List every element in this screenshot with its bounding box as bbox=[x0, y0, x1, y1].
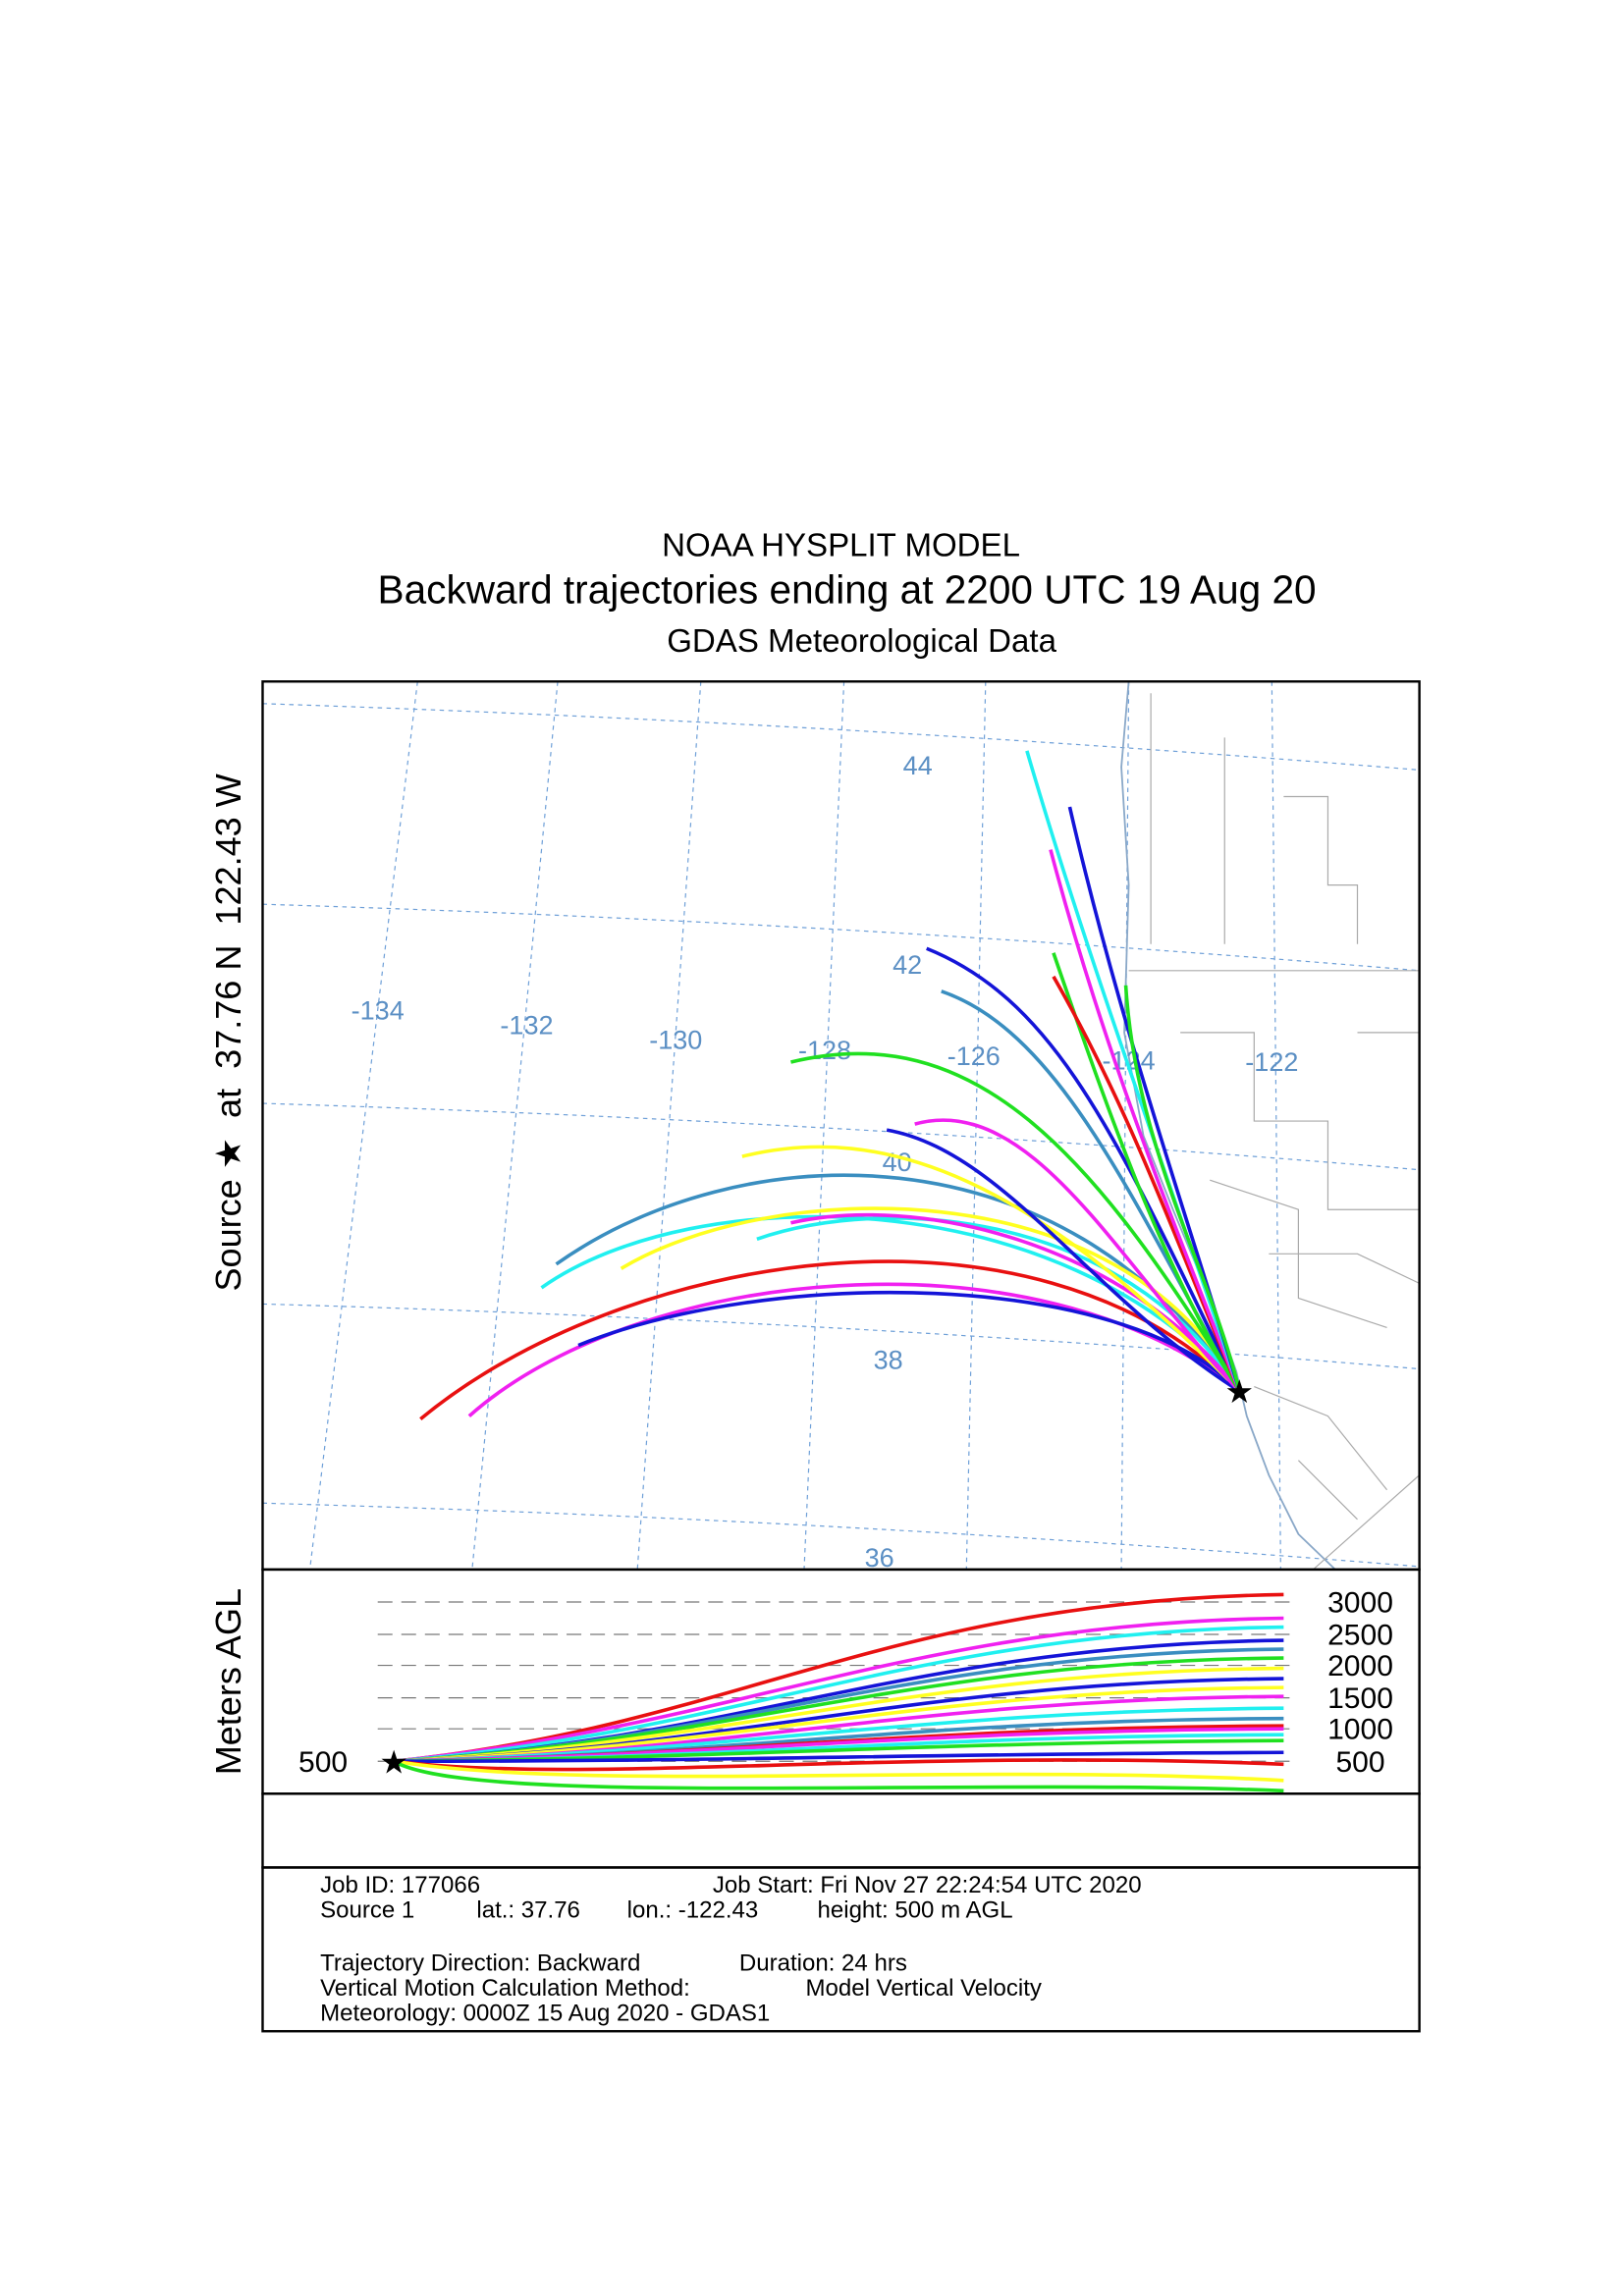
job-start: Job Start: Fri Nov 27 22:24:54 UTC 2020 bbox=[713, 1872, 1142, 1898]
lat: lat.: 37.76 bbox=[476, 1897, 580, 1924]
duration: Duration: 24 hrs bbox=[739, 1950, 907, 1977]
meteorology: Meteorology: 0000Z 15 Aug 2020 - GDAS1 bbox=[320, 2001, 770, 2027]
lat-label: 44 bbox=[903, 751, 933, 780]
direction: Trajectory Direction: Backward bbox=[320, 1950, 640, 1977]
blank-panel bbox=[261, 1792, 1421, 1869]
lon: lon.: -122.43 bbox=[627, 1897, 759, 1924]
vertical-value: Model Vertical Velocity bbox=[805, 1975, 1041, 2002]
footer: Job ID: 177066 Job Start: Fri Nov 27 22:… bbox=[261, 1866, 1421, 2033]
trajectories bbox=[419, 750, 1242, 1421]
height: height: 500 m AGL bbox=[818, 1897, 1013, 1924]
source-star: ★ bbox=[1224, 1374, 1254, 1411]
height-traces bbox=[393, 1592, 1284, 1793]
lon-label: -126 bbox=[947, 1041, 1001, 1071]
source: Source 1 bbox=[320, 1897, 414, 1924]
level-label: 2500 bbox=[1327, 1620, 1393, 1652]
start-label: 500 bbox=[298, 1746, 348, 1779]
source-star: ★ bbox=[379, 1744, 408, 1781]
height-panel: ★ 3000 2500 2000 1500 1000 500 500 Meter… bbox=[208, 1568, 1421, 1795]
vertical-method: Vertical Motion Calculation Method: bbox=[320, 1975, 690, 2002]
job-id: Job ID: 177066 bbox=[320, 1872, 480, 1898]
level-label: 1000 bbox=[1327, 1714, 1393, 1746]
lat-label: 36 bbox=[865, 1543, 894, 1573]
level-label: 3000 bbox=[1327, 1586, 1393, 1619]
level-label: 2000 bbox=[1327, 1650, 1393, 1682]
height-y-label: Meters AGL bbox=[208, 1588, 248, 1775]
lon-label: -134 bbox=[352, 995, 405, 1025]
lat-label: 40 bbox=[883, 1148, 912, 1177]
lon-label: -128 bbox=[798, 1036, 851, 1065]
title: NOAA HYSPLIT MODEL bbox=[662, 528, 1020, 564]
map-y-label: Source ★ at 37.76 N 122.43 W bbox=[208, 774, 248, 1291]
subtitle: GDAS Meteorological Data bbox=[667, 623, 1056, 660]
lon-label: -122 bbox=[1245, 1047, 1298, 1077]
level-label: 1500 bbox=[1327, 1682, 1393, 1715]
level-label: 500 bbox=[1335, 1746, 1384, 1779]
lon-label: -132 bbox=[500, 1010, 553, 1040]
map-panel: 44 42 40 38 36 -134 -132 -130 -128 -126 … bbox=[208, 680, 1421, 1573]
title-main: Backward trajectories ending at 2200 UTC… bbox=[378, 567, 1317, 613]
lat-label: 42 bbox=[893, 950, 922, 980]
lon-label: -130 bbox=[649, 1025, 702, 1054]
lat-label: 38 bbox=[874, 1346, 903, 1375]
